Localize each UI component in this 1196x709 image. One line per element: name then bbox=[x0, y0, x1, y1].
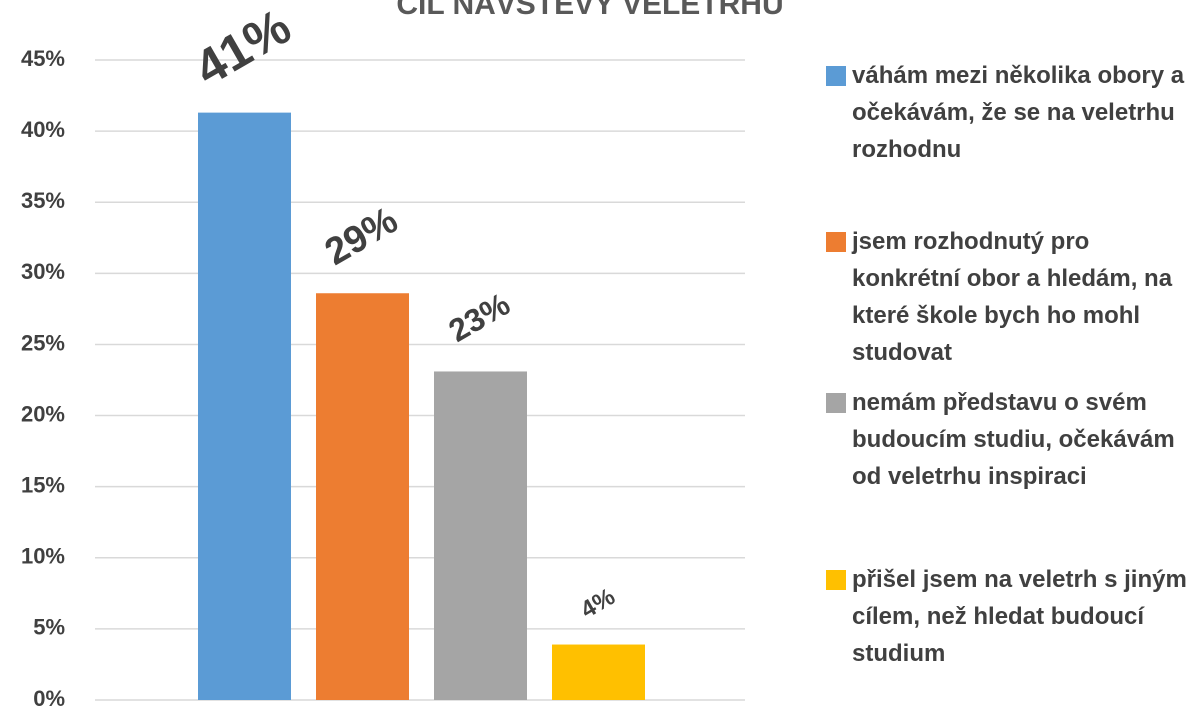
legend-label: nemám představu o svém budoucím studiu, … bbox=[852, 389, 1175, 490]
value-label: 23% bbox=[442, 286, 515, 349]
y-tick-label: 40% bbox=[21, 117, 65, 142]
y-tick-label: 0% bbox=[33, 686, 65, 709]
legend-label: váhám mezi několika obory a očekávám, že… bbox=[852, 62, 1185, 163]
legend-swatch bbox=[826, 570, 846, 590]
bar bbox=[552, 644, 645, 700]
y-tick-label: 45% bbox=[21, 46, 65, 71]
chart-title: CÍL NÁVŠTĚVY VELETRHU bbox=[396, 0, 783, 21]
legend-entry: jsem rozhodnutý pro konkrétní obor a hle… bbox=[826, 223, 1192, 371]
y-tick-label: 30% bbox=[21, 259, 65, 284]
legend-entry: přišel jsem na veletrh s jiným cílem, ne… bbox=[826, 561, 1192, 672]
legend-entry: nemám představu o svém budoucím studiu, … bbox=[826, 384, 1192, 495]
legend-swatch bbox=[826, 232, 846, 252]
bar bbox=[316, 293, 409, 700]
y-tick-label: 10% bbox=[21, 544, 65, 569]
y-tick-label: 5% bbox=[33, 615, 65, 640]
value-label: 29% bbox=[318, 199, 405, 273]
value-label: 4% bbox=[576, 583, 620, 624]
bar bbox=[434, 371, 527, 700]
legend-swatch bbox=[826, 393, 846, 413]
y-tick-label: 25% bbox=[21, 330, 65, 355]
legend-label: přišel jsem na veletrh s jiným cílem, ne… bbox=[852, 566, 1187, 667]
value-label: 41% bbox=[185, 0, 300, 97]
y-tick-label: 35% bbox=[21, 188, 65, 213]
legend-entry: váhám mezi několika obory a očekávám, že… bbox=[826, 57, 1192, 168]
bar bbox=[198, 112, 291, 701]
y-tick-label: 15% bbox=[21, 472, 65, 497]
y-tick-label: 20% bbox=[21, 401, 65, 426]
legend-label: jsem rozhodnutý pro konkrétní obor a hle… bbox=[852, 228, 1173, 366]
legend-swatch bbox=[826, 66, 846, 86]
